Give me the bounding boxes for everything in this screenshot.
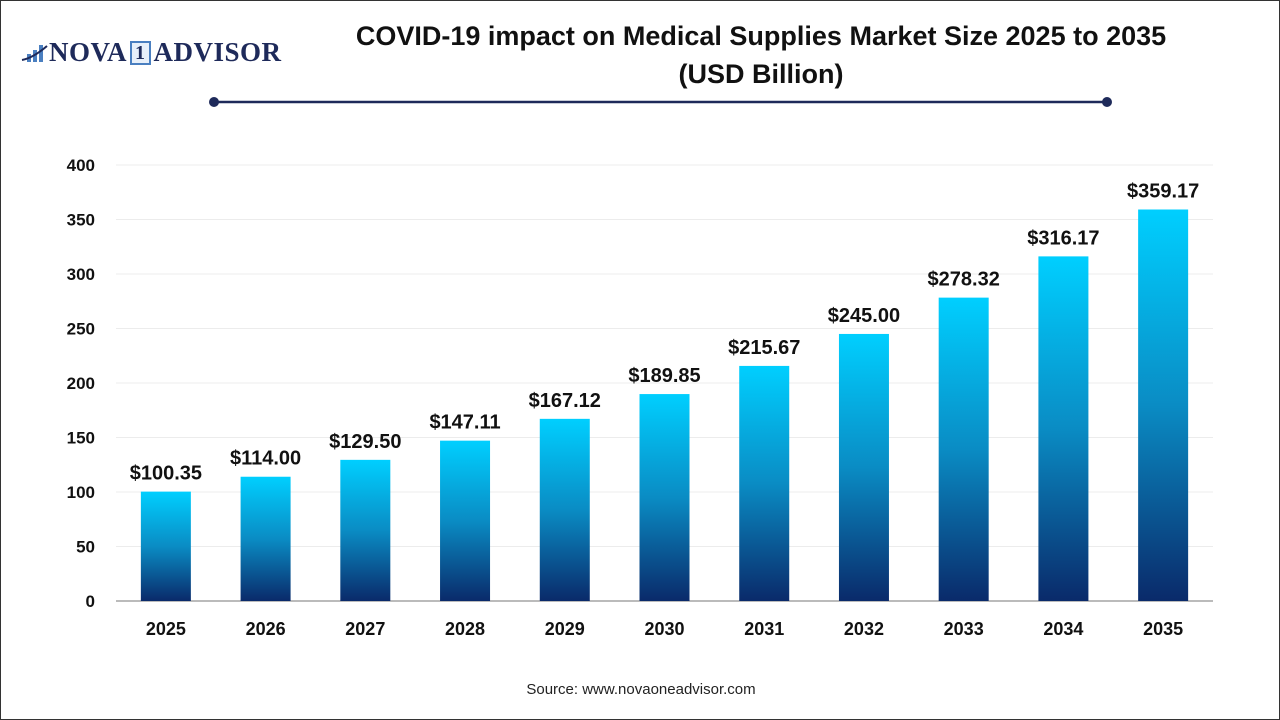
- x-tick-label: 2028: [445, 619, 485, 639]
- y-tick-label: 250: [67, 320, 95, 339]
- data-label: $215.67: [728, 337, 800, 359]
- title-rule: [209, 97, 1112, 107]
- x-tick-label: 2030: [644, 619, 684, 639]
- data-label: $359.17: [1127, 181, 1199, 203]
- x-tick-label: 2029: [545, 619, 585, 639]
- y-tick-label: 400: [67, 156, 95, 175]
- x-tick-label: 2031: [744, 619, 784, 639]
- y-tick-label: 100: [67, 483, 95, 502]
- data-label: $167.12: [529, 390, 601, 412]
- bar-2033: [938, 297, 989, 601]
- source-note: Source: www.novaoneadvisor.com: [526, 681, 756, 698]
- logo-text-one: 1: [130, 40, 151, 65]
- bar-2027: [340, 459, 391, 601]
- data-label: $245.00: [828, 305, 900, 327]
- bar-2035: [1138, 209, 1189, 601]
- data-label: $189.85: [628, 365, 700, 387]
- x-tick-label: 2027: [345, 619, 385, 639]
- x-tick-label: 2026: [246, 619, 286, 639]
- data-label: $147.11: [429, 412, 500, 434]
- logo-text-nova: NOVA: [49, 37, 128, 67]
- y-tick-label: 150: [67, 429, 95, 448]
- x-tick-label: 2032: [844, 619, 884, 639]
- x-tick-label: 2034: [1043, 619, 1083, 639]
- data-label: $114.00: [230, 448, 301, 470]
- y-tick-label: 200: [67, 374, 95, 393]
- y-tick-label: 300: [67, 265, 95, 284]
- bar-2025: [140, 491, 191, 601]
- data-label: $278.32: [928, 269, 1000, 291]
- x-tick-label: 2025: [146, 619, 186, 639]
- y-tick-label: 350: [67, 211, 95, 230]
- bar-chart-logo-icon: [21, 44, 48, 62]
- logo-text-advisor: ADVISOR: [153, 37, 282, 67]
- bar-2030: [639, 394, 690, 601]
- x-tick-label: 2035: [1143, 619, 1183, 639]
- title-line-2: (USD Billion): [678, 59, 844, 89]
- bar-2034: [1038, 256, 1089, 601]
- data-label: $100.35: [130, 463, 202, 485]
- y-tick-label: 0: [86, 592, 95, 611]
- bar-2032: [838, 333, 889, 601]
- bar-2026: [240, 476, 291, 601]
- logo: NOVA 1 ADVISOR: [21, 37, 282, 68]
- bar-2028: [440, 440, 491, 601]
- data-label: $129.50: [329, 431, 401, 453]
- y-tick-label: 50: [76, 538, 95, 557]
- x-tick-label: 2033: [944, 619, 984, 639]
- data-label: $316.17: [1027, 227, 1099, 249]
- bar-2029: [539, 418, 590, 601]
- chart-title: COVID-19 impact on Medical Supplies Mark…: [281, 17, 1241, 93]
- bar-2031: [739, 365, 790, 601]
- title-line-1: COVID-19 impact on Medical Supplies Mark…: [355, 21, 1167, 51]
